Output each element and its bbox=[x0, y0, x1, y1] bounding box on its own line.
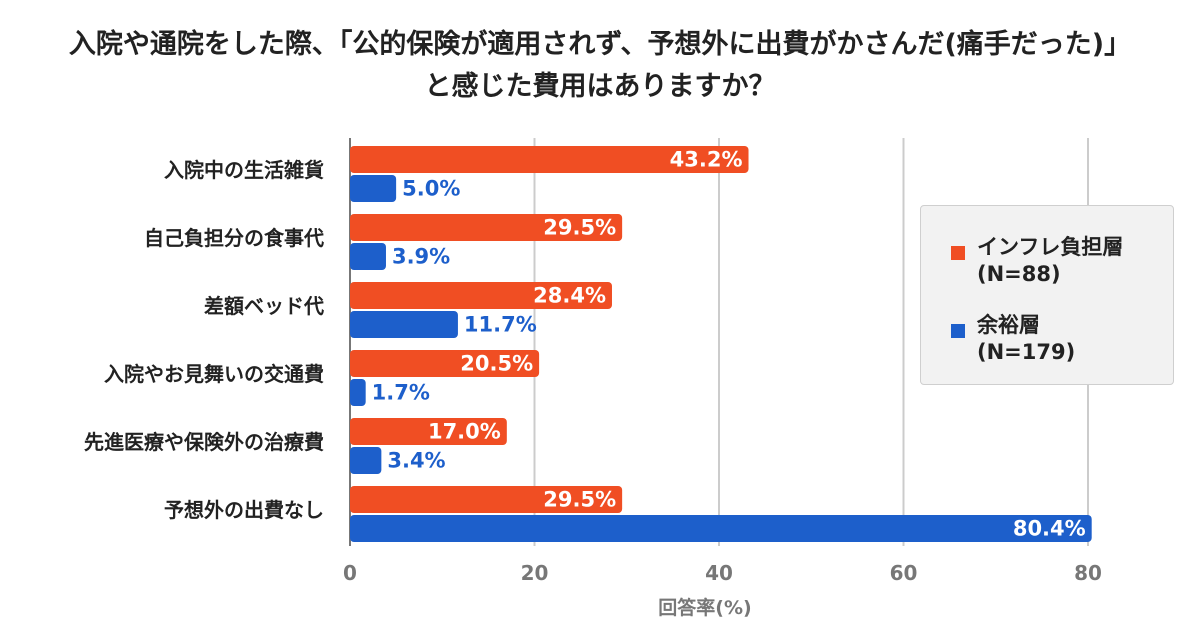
bar-series-1-cat-1 bbox=[350, 146, 749, 173]
bar-series-1-cat-4 bbox=[350, 350, 540, 377]
bar-series-1-cat-3 bbox=[350, 282, 612, 309]
legend-sub-series-1: (N=88) bbox=[977, 262, 1061, 286]
legend-label-series-2: 余裕層 bbox=[977, 313, 1040, 337]
x-axis-label: 回答率(%) bbox=[658, 596, 751, 619]
chart-title: 入院や通院をした際、「公的保険が適用されず、予想外に出費がかさんだ(痛手だった)… bbox=[0, 24, 1200, 108]
category-label-5: 先進医療や保険外の治療費 bbox=[84, 430, 324, 454]
legend-label-series-1: インフレ負担層 bbox=[977, 235, 1124, 259]
legend: インフレ負担層 (N=88) 余裕層 (N=179) bbox=[920, 205, 1174, 385]
category-label-3: 差額ベッド代 bbox=[204, 294, 324, 318]
data-label-series-2-cat-3: 11.7% bbox=[464, 313, 537, 337]
category-label-2: 自己負担分の食事代 bbox=[144, 226, 324, 250]
data-label-series-2-cat-6: 80.4% bbox=[1013, 517, 1086, 541]
data-label-series-2-cat-1: 5.0% bbox=[402, 177, 460, 201]
legend-sub-series-2: (N=179) bbox=[977, 340, 1076, 364]
x-tick-label-40: 40 bbox=[705, 561, 733, 585]
legend-swatch-series-2 bbox=[951, 324, 965, 338]
data-label-series-2-cat-5: 3.4% bbox=[387, 449, 445, 473]
bar-series-1-cat-2 bbox=[350, 214, 623, 241]
legend-item-series-1: インフレ負担層 (N=88) bbox=[951, 234, 1123, 288]
data-label-series-2-cat-4: 1.7% bbox=[372, 381, 430, 405]
data-label-series-1-cat-2: 29.5% bbox=[543, 216, 616, 240]
chart-title-line-2: と感じた費用はありますか？ bbox=[424, 71, 776, 102]
bar-series-2-cat-1 bbox=[350, 175, 397, 202]
bar-series-2-cat-4 bbox=[350, 379, 366, 406]
data-label-series-1-cat-1: 43.2% bbox=[670, 148, 743, 172]
data-label-series-2-cat-2: 3.9% bbox=[392, 245, 450, 269]
x-tick-label-80: 80 bbox=[1074, 561, 1102, 585]
bar-series-2-cat-2 bbox=[350, 243, 386, 270]
data-label-series-1-cat-4: 20.5% bbox=[460, 352, 533, 376]
x-tick-label-0: 0 bbox=[343, 561, 357, 585]
chart-title-line-1: 入院や通院をした際、「公的保険が適用されず、予想外に出費がかさんだ(痛手だった)… bbox=[68, 29, 1132, 60]
data-label-series-1-cat-6: 29.5% bbox=[543, 488, 616, 512]
x-tick-label-20: 20 bbox=[521, 561, 549, 585]
category-label-4: 入院やお見舞いの交通費 bbox=[104, 362, 324, 386]
bar-series-2-cat-3 bbox=[350, 311, 458, 338]
bar-series-1-cat-5 bbox=[350, 418, 507, 445]
legend-item-series-2: 余裕層 (N=179) bbox=[951, 312, 1075, 366]
category-label-1: 入院中の生活雑貨 bbox=[164, 158, 324, 182]
bar-series-2-cat-5 bbox=[350, 447, 382, 474]
data-label-series-1-cat-3: 28.4% bbox=[533, 284, 606, 308]
bar-series-1-cat-6 bbox=[350, 486, 623, 513]
data-label-series-1-cat-5: 17.0% bbox=[428, 420, 501, 444]
bar-series-2-cat-6 bbox=[350, 515, 1092, 542]
legend-swatch-series-1 bbox=[951, 246, 965, 260]
category-label-6: 予想外の出費なし bbox=[164, 498, 324, 522]
x-tick-label-60: 60 bbox=[890, 561, 918, 585]
